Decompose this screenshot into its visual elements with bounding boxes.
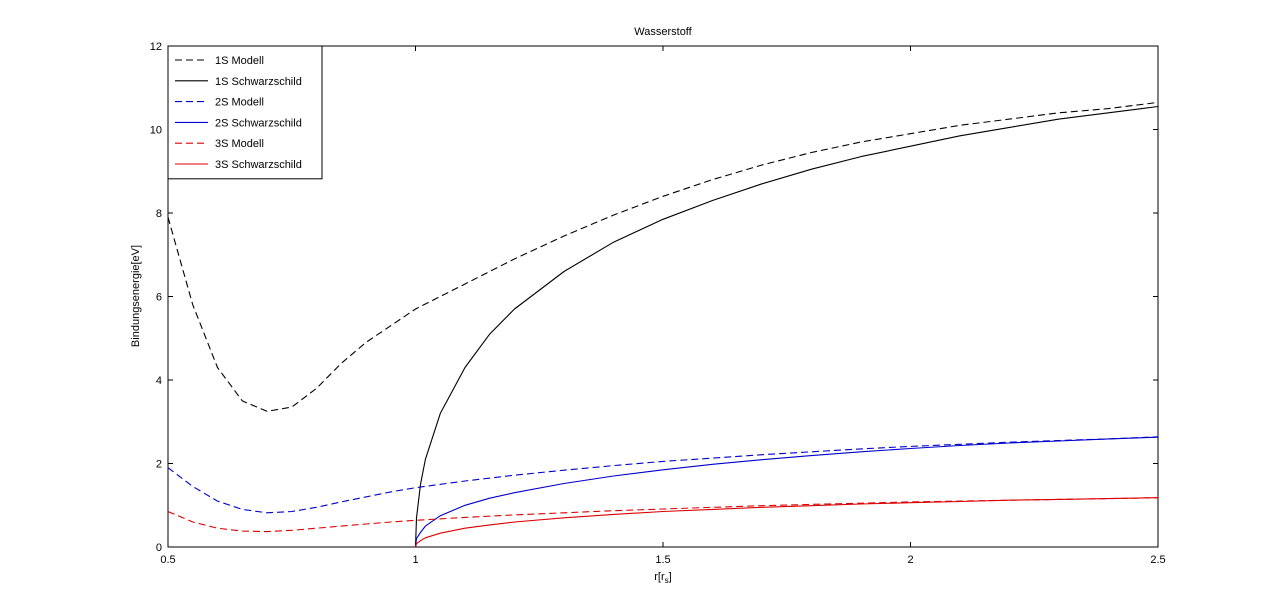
series-line-1s-schwarzschild (414, 105, 1158, 547)
legend-label: 3S Schwarzschild (215, 159, 302, 171)
x-axis-label-end: ] (669, 571, 672, 583)
y-tick-label: 8 (156, 208, 162, 220)
legend-label: 2S Modell (215, 97, 264, 109)
series-layer (168, 101, 1158, 547)
series-line-2s-modell (168, 436, 1158, 514)
y-tick-label: 4 (156, 375, 162, 387)
x-tick-label: 1.5 (655, 554, 670, 566)
series-line-1s-modell (168, 101, 1158, 412)
y-tick-label: 10 (150, 125, 162, 137)
x-axis-label-main: r[r (654, 571, 665, 583)
legend-box (167, 45, 323, 180)
series-line-2s-schwarzschild (414, 436, 1158, 547)
x-axis-label-sub: s (665, 576, 669, 585)
chart-title: Wasserstoff (634, 26, 692, 38)
y-tick-label: 2 (156, 459, 162, 471)
y-axis-label: Bindungsenergie[eV] (130, 245, 142, 347)
x-tick-label: 1 (412, 554, 418, 566)
series-line-3s-schwarzschild (414, 497, 1158, 547)
legend-label: 2S Schwarzschild (215, 117, 302, 129)
x-tick-label: 2.5 (1150, 554, 1165, 566)
y-tick-label: 0 (156, 542, 162, 554)
y-tick-label: 6 (156, 292, 162, 304)
plot-area (167, 45, 1159, 548)
x-axis-label: r[rs] (654, 571, 671, 585)
x-tick-label: 2 (907, 554, 913, 566)
x-tick-label: 0.5 (160, 554, 175, 566)
legend-label: 1S Schwarzschild (215, 76, 302, 88)
y-tick-label: 12 (150, 41, 162, 53)
legend: 1S Modell 1S Schwarzschild 2S Modell 2S Sch… (167, 45, 323, 180)
legend-label: 1S Modell (215, 55, 264, 67)
legend-label: 3S Modell (215, 138, 264, 150)
axis-ticks: 0.5 1 1.5 2 2.5 0 2 4 6 8 10 12 (150, 41, 1166, 566)
